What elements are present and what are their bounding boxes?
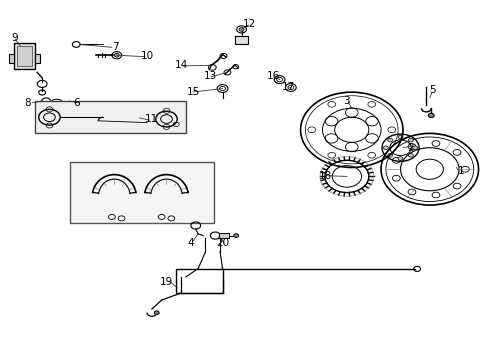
Bar — [9, 54, 14, 63]
Circle shape — [397, 135, 402, 139]
Bar — [176, 269, 222, 293]
Circle shape — [407, 138, 412, 142]
Bar — [70, 162, 214, 223]
Bar — [35, 54, 40, 63]
Bar — [35, 101, 185, 134]
Circle shape — [154, 311, 159, 315]
Text: 8: 8 — [24, 98, 31, 108]
Circle shape — [383, 146, 387, 149]
Circle shape — [407, 153, 412, 157]
Circle shape — [387, 153, 392, 157]
Bar — [14, 43, 35, 69]
Text: 3: 3 — [343, 96, 349, 106]
Bar — [17, 46, 32, 66]
Text: 15: 15 — [186, 87, 200, 97]
Bar — [234, 36, 248, 44]
Text: 6: 6 — [73, 98, 80, 108]
Text: 14: 14 — [174, 60, 187, 70]
Text: 10: 10 — [140, 51, 153, 61]
Circle shape — [233, 234, 238, 237]
Text: 4: 4 — [187, 238, 194, 248]
Circle shape — [387, 138, 392, 142]
Text: 13: 13 — [203, 71, 217, 81]
Text: 9: 9 — [11, 33, 18, 43]
Text: 18: 18 — [318, 171, 331, 181]
Bar — [218, 233, 229, 238]
Text: 17: 17 — [281, 82, 294, 92]
Text: 2: 2 — [406, 143, 413, 153]
Text: 20: 20 — [216, 238, 229, 248]
Text: 16: 16 — [266, 71, 280, 81]
Circle shape — [427, 113, 433, 118]
Circle shape — [114, 53, 119, 57]
Text: 7: 7 — [112, 42, 119, 52]
Circle shape — [239, 28, 244, 31]
Text: 5: 5 — [428, 85, 435, 95]
Circle shape — [397, 157, 402, 160]
Circle shape — [412, 146, 417, 149]
Text: 12: 12 — [242, 19, 256, 29]
Text: 19: 19 — [160, 277, 173, 287]
Text: 1: 1 — [457, 166, 464, 176]
Text: 11: 11 — [145, 114, 158, 124]
